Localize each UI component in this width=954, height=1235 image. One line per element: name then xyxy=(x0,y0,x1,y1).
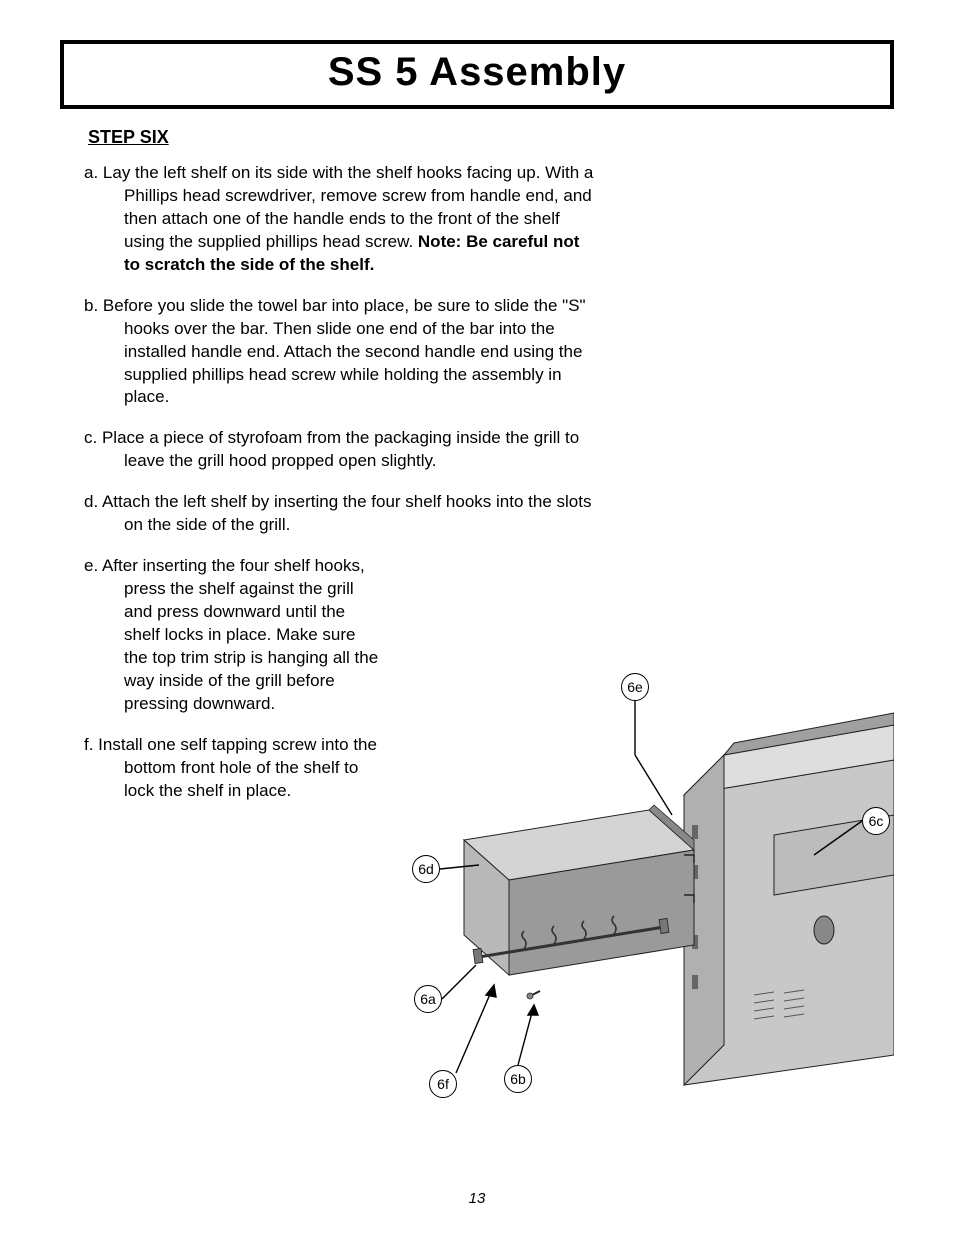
page-number: 13 xyxy=(0,1190,954,1207)
diagram-svg xyxy=(384,665,894,1125)
callout-6d: 6d xyxy=(412,855,440,883)
callout-6f: 6f xyxy=(429,1070,457,1098)
instruction-note: Note: Be careful not to scratch the side… xyxy=(124,232,579,274)
callout-6a: 6a xyxy=(414,985,442,1013)
page-title: SS 5 Assembly xyxy=(64,50,890,95)
assembly-diagram: 6e 6c 6d 6a 6b 6f xyxy=(384,665,894,1125)
instruction-text: e. After inserting the four shelf hooks,… xyxy=(60,555,380,716)
instruction-item: b. Before you slide the towel bar into p… xyxy=(60,295,600,410)
instruction-marker: b. xyxy=(84,296,103,315)
instruction-marker: f. xyxy=(84,735,98,754)
step-heading: STEP SIX xyxy=(88,127,894,148)
instruction-text: d. Attach the left shelf by inserting th… xyxy=(60,491,600,537)
instruction-marker: c. xyxy=(84,428,102,447)
callout-6e: 6e xyxy=(621,673,649,701)
instruction-marker: a. xyxy=(84,163,103,182)
callout-6b: 6b xyxy=(504,1065,532,1093)
callout-6c: 6c xyxy=(862,807,890,835)
instruction-marker: d. xyxy=(84,492,102,511)
instruction-item: a. Lay the left shelf on its side with t… xyxy=(60,162,600,277)
instruction-text: f. Install one self tapping screw into t… xyxy=(60,734,380,803)
instruction-item: d. Attach the left shelf by inserting th… xyxy=(60,491,600,537)
instruction-item: c. Place a piece of styrofoam from the p… xyxy=(60,427,600,473)
instruction-marker: e. xyxy=(84,556,102,575)
instruction-text: a. Lay the left shelf on its side with t… xyxy=(60,162,600,277)
instruction-text: b. Before you slide the towel bar into p… xyxy=(60,295,600,410)
title-box: SS 5 Assembly xyxy=(60,40,894,109)
instruction-text: c. Place a piece of styrofoam from the p… xyxy=(60,427,600,473)
